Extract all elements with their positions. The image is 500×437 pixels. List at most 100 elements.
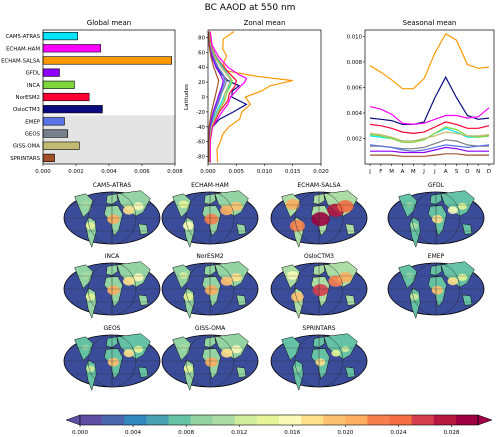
- y-tick-label: 0.008: [347, 60, 363, 66]
- x-tick-label: 0.005: [229, 169, 244, 175]
- aerosol-hotspot: [231, 345, 242, 354]
- x-tick-label: 0.006: [134, 169, 150, 175]
- x-tick-label: 0.015: [285, 169, 300, 175]
- x-tick-label: 0.010: [257, 169, 273, 175]
- colorbar-segment: [102, 415, 125, 425]
- gridline: [185, 191, 235, 245]
- aerosol-hotspot: [230, 201, 243, 211]
- x-tick-label: A: [401, 169, 405, 175]
- aerosol-hotspot: [286, 270, 299, 280]
- aerosol-hotspot: [85, 222, 96, 230]
- aerosol-hotspot: [86, 365, 95, 372]
- aerosol-hotspot: [406, 201, 413, 207]
- gridline: [185, 262, 235, 316]
- map-title: ECHAM-HAM: [191, 182, 229, 189]
- aerosol-hotspot: [220, 276, 233, 286]
- aerosol-hotspot: [311, 212, 330, 227]
- map-title: OsloCTM3: [304, 253, 334, 260]
- aerosol-hotspot: [431, 285, 444, 295]
- x-tick-label: 0.008: [167, 169, 183, 175]
- continent: [345, 223, 356, 235]
- continent: [409, 287, 421, 320]
- colorbar-segment: [301, 415, 324, 425]
- aerosol-hotspot: [179, 271, 189, 279]
- map-title: INCA: [105, 253, 120, 260]
- colorbar: 0.000 0.004 0.008 0.012 0.016 0.020 0.024 0.028: [65, 414, 493, 436]
- series-line: [369, 144, 490, 152]
- global-mean-panel: Global mean CAM5-ATRAS ECHAM-HAM ECHAM-SALS…: [1, 19, 183, 175]
- gridline: [294, 262, 344, 316]
- colorbar-segment: [389, 415, 412, 425]
- aerosol-hotspot: [107, 357, 120, 367]
- colorbar-tick-label: 0.024: [390, 430, 406, 436]
- category-label: ECHAM-SALSA: [1, 58, 40, 64]
- gridline: [185, 334, 235, 388]
- y-tick-label: -40: [196, 125, 205, 131]
- colorbar-segment: [146, 415, 169, 425]
- category-label: ECHAM-HAM: [6, 46, 40, 52]
- bar: [42, 153, 55, 162]
- map-title: CAM5-ATRAS: [93, 182, 132, 189]
- series-line: [369, 106, 490, 126]
- x-tick-label: J: [368, 169, 371, 175]
- series-line: [370, 153, 489, 157]
- x-tick-label: 0.000: [35, 169, 51, 175]
- x-tick-label: 0.000: [200, 169, 216, 175]
- aerosol-hotspot: [183, 365, 194, 373]
- category-label: GEOS: [25, 132, 41, 138]
- continent: [292, 359, 304, 392]
- aerosol-hotspot: [285, 198, 300, 210]
- continent: [116, 190, 151, 217]
- x-tick-label: 0.020: [313, 169, 329, 175]
- aerosol-hotspot: [205, 357, 218, 367]
- x-tick-label: N: [476, 169, 480, 175]
- aerosol-hotspot: [431, 214, 443, 224]
- y-tick-label: 0.002: [347, 136, 362, 142]
- aerosol-hotspot: [312, 284, 329, 297]
- map-panel: ECHAM-SALSA: [270, 182, 368, 249]
- category-label: CAM5-ATRAS: [5, 34, 40, 40]
- bar: [42, 68, 60, 77]
- continent: [409, 216, 421, 249]
- aerosol-hotspot: [405, 272, 414, 279]
- map-title: NorESM2: [196, 253, 223, 260]
- continent: [214, 333, 249, 360]
- colorbar-tick-label: 0.020: [337, 430, 353, 436]
- x-tick-label: M: [411, 169, 416, 175]
- map-panel: ECHAM-HAM: [161, 182, 259, 249]
- colorbar-tick-label: 0.012: [231, 430, 247, 436]
- series-line: [369, 32, 490, 90]
- continent: [440, 190, 475, 217]
- map-panel: EMEP: [387, 253, 485, 320]
- map-panel: SPRINTARS: [270, 325, 368, 392]
- x-tick-label: D: [487, 169, 491, 175]
- continent: [323, 333, 358, 360]
- category-label: OsloCTM3: [13, 107, 40, 113]
- map-panel: INCA: [63, 253, 161, 320]
- continent: [116, 333, 151, 360]
- aerosol-hotspot: [294, 366, 301, 372]
- category-label: NorESM2: [16, 95, 40, 101]
- aerosol-hotspot: [81, 344, 90, 351]
- continent: [183, 359, 195, 392]
- colorbar-extend-high: [477, 414, 493, 426]
- colorbar-segment: [256, 415, 280, 425]
- colorbar-segment: [234, 415, 258, 425]
- aerosol-hotspot: [289, 220, 305, 232]
- aerosol-hotspot: [341, 346, 350, 353]
- y-tick-label: 0.004: [347, 111, 363, 117]
- aerosol-hotspot: [447, 277, 458, 286]
- bar: [42, 117, 65, 126]
- bar: [42, 44, 102, 53]
- series-line: [208, 31, 220, 163]
- series-line: [369, 131, 490, 142]
- map-title: GFDL: [428, 182, 445, 189]
- category-label: EMEP: [25, 119, 40, 125]
- map-title: ECHAM-SALSA: [297, 182, 341, 189]
- continent: [462, 223, 473, 235]
- continent: [116, 261, 151, 288]
- shaded-region: [43, 115, 175, 164]
- colorbar-segment: [124, 415, 147, 425]
